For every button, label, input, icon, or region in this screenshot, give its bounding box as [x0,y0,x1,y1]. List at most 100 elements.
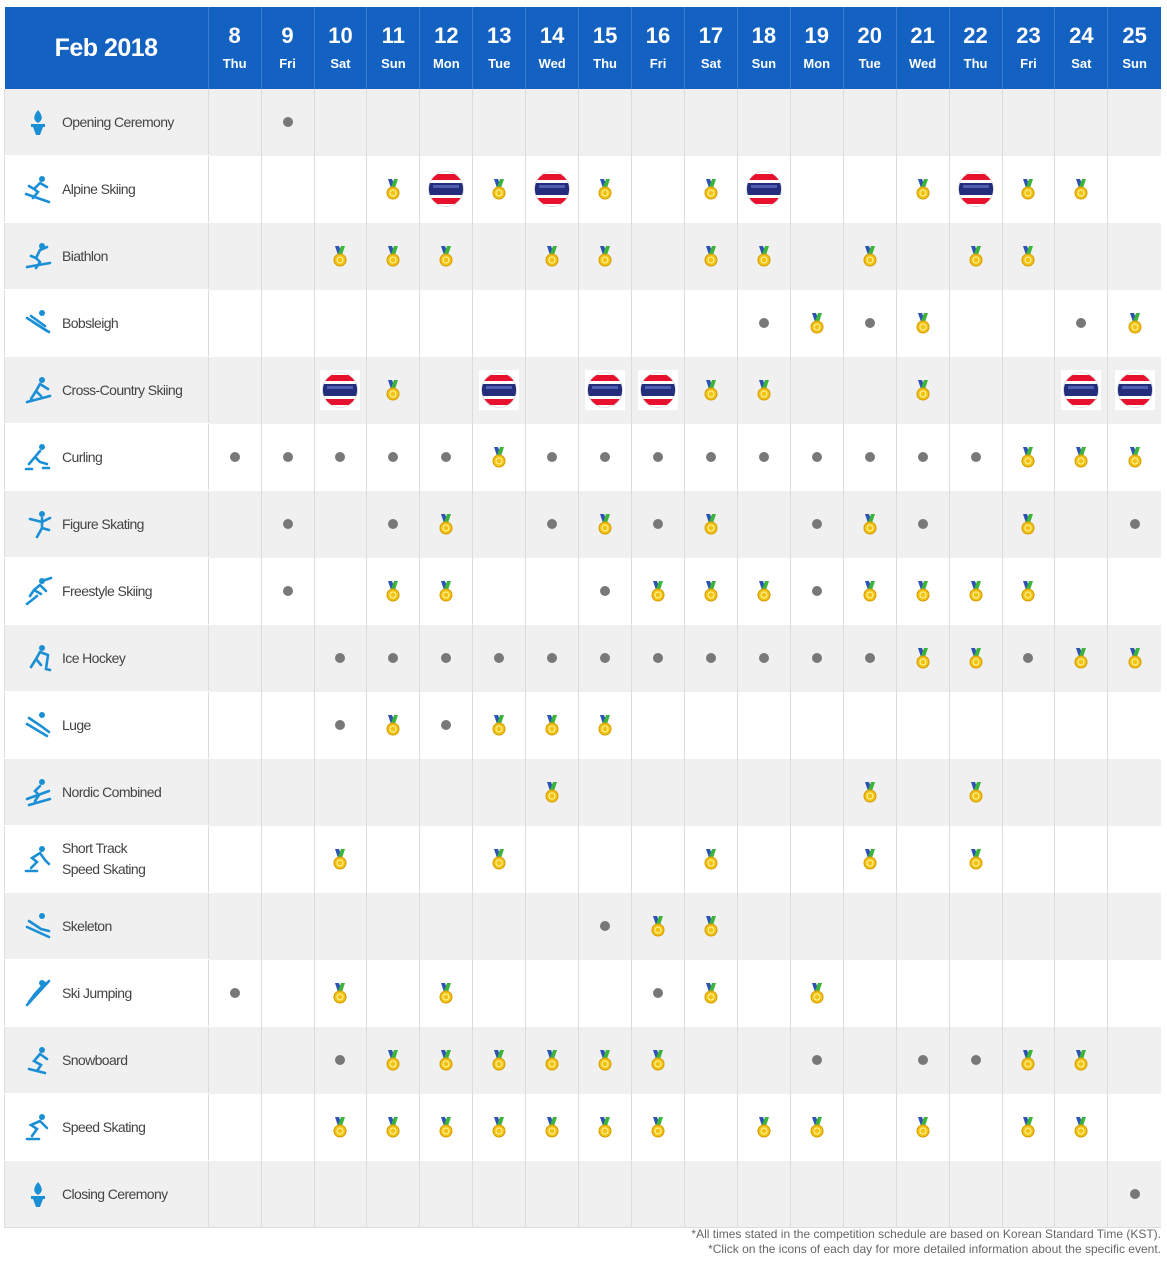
event-dot[interactable] [335,1054,346,1065]
schedule-cell[interactable] [313,423,367,491]
event-dot[interactable] [917,1054,928,1065]
medal-icon[interactable] [333,245,347,267]
event-dot[interactable] [970,1054,981,1065]
schedule-cell[interactable] [419,691,473,759]
medal-icon[interactable] [863,245,877,267]
schedule-cell[interactable] [260,490,315,558]
schedule-cell[interactable] [683,222,738,290]
schedule-cell[interactable] [736,155,791,223]
medal-icon[interactable] [492,178,506,200]
schedule-cell[interactable] [683,557,738,625]
schedule-cell[interactable] [578,423,632,491]
event-dot[interactable] [229,451,240,462]
schedule-cell[interactable] [631,557,685,625]
schedule-cell[interactable] [419,155,473,223]
schedule-cell[interactable] [842,624,897,692]
schedule-cell[interactable] [260,423,315,491]
event-dot[interactable] [811,652,822,663]
schedule-cell[interactable] [948,1026,1002,1094]
medal-icon[interactable] [863,580,877,602]
event-dot[interactable] [1023,652,1034,663]
schedule-cell[interactable] [895,356,950,424]
schedule-cell[interactable] [1001,490,1055,558]
schedule-cell[interactable] [313,624,367,692]
thailand-flag-icon[interactable] [743,169,784,209]
medal-icon[interactable] [810,312,824,334]
schedule-cell[interactable] [683,155,738,223]
schedule-cell[interactable] [948,758,1002,826]
medal-icon[interactable] [598,714,612,736]
medal-icon[interactable] [704,580,718,602]
medal-icon[interactable] [386,178,400,200]
schedule-cell[interactable] [578,222,632,290]
event-dot[interactable] [864,451,875,462]
event-dot[interactable] [600,585,611,596]
schedule-cell[interactable] [419,959,473,1027]
schedule-cell[interactable] [313,1026,367,1094]
medal-icon[interactable] [1074,1116,1088,1138]
medal-icon[interactable] [969,781,983,803]
schedule-cell[interactable] [1107,1160,1161,1228]
medal-icon[interactable] [704,178,718,200]
schedule-cell[interactable] [1054,1026,1108,1094]
schedule-cell[interactable] [419,557,473,625]
thailand-flag-icon[interactable] [585,370,626,410]
schedule-cell[interactable] [525,155,579,223]
medal-icon[interactable] [757,379,771,401]
schedule-cell[interactable] [472,691,526,759]
event-dot[interactable] [388,518,399,529]
schedule-cell[interactable] [895,155,950,223]
event-dot[interactable] [335,719,346,730]
medal-icon[interactable] [1021,245,1035,267]
medal-icon[interactable] [439,245,453,267]
schedule-cell[interactable] [366,557,420,625]
schedule-cell[interactable] [578,1093,632,1161]
thailand-flag-icon[interactable] [426,169,467,209]
schedule-cell[interactable] [842,490,897,558]
event-dot[interactable] [653,518,663,529]
schedule-cell[interactable] [366,356,420,424]
schedule-cell[interactable] [948,155,1002,223]
schedule-cell[interactable] [736,222,791,290]
medal-icon[interactable] [386,1049,400,1071]
medal-icon[interactable] [863,513,877,535]
schedule-cell[interactable] [366,155,420,223]
medal-icon[interactable] [598,178,612,200]
event-dot[interactable] [917,451,928,462]
schedule-cell[interactable] [948,557,1002,625]
medal-icon[interactable] [598,1116,612,1138]
schedule-cell[interactable] [842,557,897,625]
schedule-cell[interactable] [1001,557,1055,625]
medal-icon[interactable] [598,513,612,535]
medal-icon[interactable] [916,580,930,602]
thailand-flag-icon[interactable] [955,169,996,209]
event-dot[interactable] [758,317,769,328]
schedule-cell[interactable] [631,1093,685,1161]
medal-icon[interactable] [757,580,771,602]
medal-icon[interactable] [386,1116,400,1138]
schedule-cell[interactable] [736,289,791,357]
event-dot[interactable] [388,451,399,462]
thailand-flag-icon[interactable] [1061,370,1102,410]
schedule-cell[interactable] [366,222,420,290]
thailand-flag-icon[interactable] [638,370,678,410]
medal-icon[interactable] [492,446,506,468]
medal-icon[interactable] [757,1116,771,1138]
schedule-cell[interactable] [789,423,844,491]
schedule-cell[interactable] [472,1093,526,1161]
event-dot[interactable] [335,451,346,462]
schedule-cell[interactable] [683,959,738,1027]
medal-icon[interactable] [704,245,718,267]
medal-icon[interactable] [704,513,718,535]
medal-icon[interactable] [492,848,506,870]
event-dot[interactable] [705,652,716,663]
schedule-cell[interactable] [842,222,897,290]
schedule-cell[interactable] [578,691,632,759]
schedule-cell[interactable] [313,959,367,1027]
schedule-cell[interactable] [313,691,367,759]
schedule-cell[interactable] [1054,624,1108,692]
medal-icon[interactable] [810,1116,824,1138]
medal-icon[interactable] [333,982,347,1004]
schedule-cell[interactable] [895,289,950,357]
schedule-cell[interactable] [525,691,579,759]
